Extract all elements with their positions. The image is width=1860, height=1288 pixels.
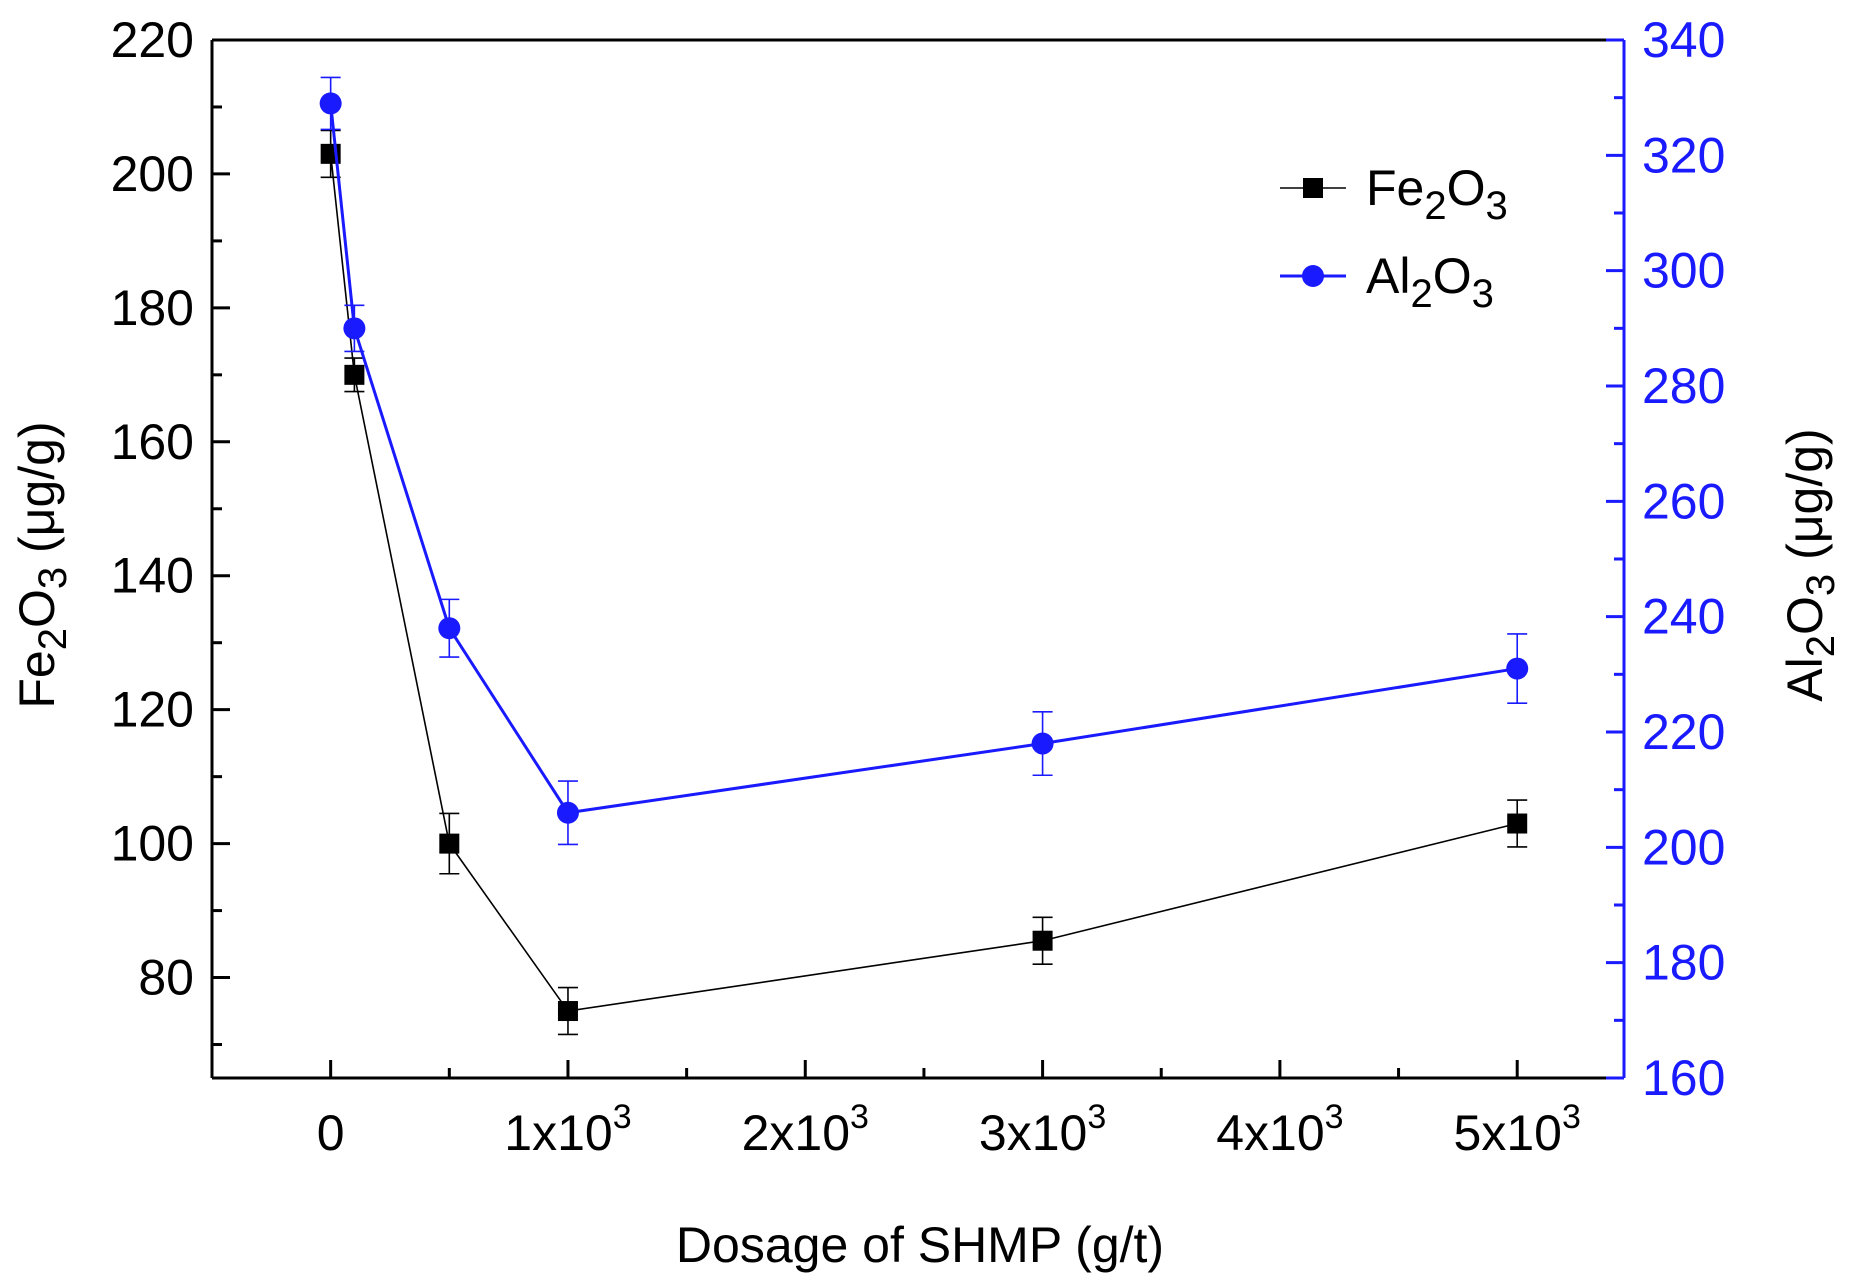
y-axis-right-title: Al2O3 (μg/g): [1777, 428, 1843, 701]
x-axis-title: Dosage of SHMP (g/t): [676, 1217, 1164, 1273]
y-left-tick-label: 160: [111, 414, 194, 470]
x-tick-label: 0: [317, 1105, 345, 1161]
x-tick-label: 1x103: [504, 1098, 631, 1161]
y-right-tick-label: 260: [1642, 473, 1725, 529]
y-left-tick-label: 140: [111, 548, 194, 604]
legend-marker: [1303, 178, 1323, 198]
data-point: [343, 317, 366, 340]
legend-label: Al2O3: [1366, 248, 1494, 316]
legend-item-Fe2O3: Fe2O3: [1280, 160, 1508, 228]
y-right-tick-label: 280: [1642, 358, 1725, 414]
legend-label: Fe2O3: [1366, 160, 1508, 228]
x-tick-label: 3x103: [979, 1098, 1106, 1161]
data-point: [439, 833, 460, 854]
x-tick-label: 2x103: [742, 1098, 869, 1161]
series-group: [319, 76, 1529, 1036]
legend-item-Al2O3: Al2O3: [1280, 248, 1494, 316]
data-point: [438, 617, 461, 640]
y-right-tick-label: 300: [1642, 243, 1725, 299]
x-tick-label: 4x103: [1216, 1098, 1343, 1161]
y-right-tick-label: 240: [1642, 589, 1725, 645]
data-point: [1506, 657, 1529, 680]
data-point: [556, 801, 579, 824]
y-right-tick-label: 200: [1642, 819, 1725, 875]
data-point: [344, 364, 365, 385]
y-right-tick-label: 160: [1642, 1050, 1725, 1106]
y-axis-left-title: Fe2O3 (μg/g): [9, 421, 75, 708]
y-left-tick-label: 180: [111, 280, 194, 336]
series-line: [329, 153, 1518, 1012]
data-point: [1032, 930, 1053, 951]
legend: Fe2O3 Al2O3: [1280, 160, 1508, 316]
y-left-tick-label: 80: [138, 950, 194, 1006]
x-tick-label: 5x103: [1454, 1098, 1581, 1161]
series-Al2O3: [319, 76, 1529, 846]
y-right-tick-label: 180: [1642, 935, 1725, 991]
y-left-tick-label: 220: [111, 12, 194, 68]
y-left-tick-label: 200: [111, 146, 194, 202]
data-point: [557, 1001, 578, 1022]
y-right-tick-label: 220: [1642, 704, 1725, 760]
legend-marker: [1302, 265, 1324, 287]
y-right-tick-label: 340: [1642, 12, 1725, 68]
data-point: [1507, 813, 1528, 834]
data-point: [319, 92, 342, 115]
axes: 0 1x103 2x103 3x103 4x103 5x103 80 100 120 140 160…: [111, 12, 1726, 1161]
series-Fe2O3: [320, 129, 1528, 1036]
y-left-tick-label: 100: [111, 816, 194, 872]
y-right-tick-label: 320: [1642, 127, 1725, 183]
y-left-tick-label: 120: [111, 682, 194, 738]
data-point: [1031, 732, 1054, 755]
series-line: [329, 103, 1518, 815]
